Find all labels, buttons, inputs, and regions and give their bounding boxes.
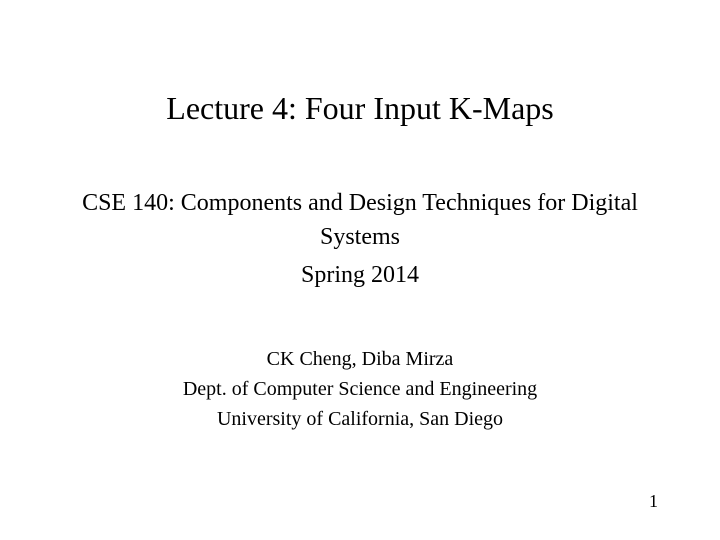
course-name: CSE 140: Components and Design Technique… [80, 187, 640, 254]
term: Spring 2014 [80, 262, 640, 289]
slide-title: Lecture 4: Four Input K-Maps [80, 90, 640, 127]
page-number: 1 [649, 491, 658, 512]
university: University of California, San Diego [80, 404, 640, 434]
authors: CK Cheng, Diba Mirza [80, 344, 640, 374]
slide-container: Lecture 4: Four Input K-Maps CSE 140: Co… [0, 0, 720, 540]
department: Dept. of Computer Science and Engineerin… [80, 374, 640, 404]
